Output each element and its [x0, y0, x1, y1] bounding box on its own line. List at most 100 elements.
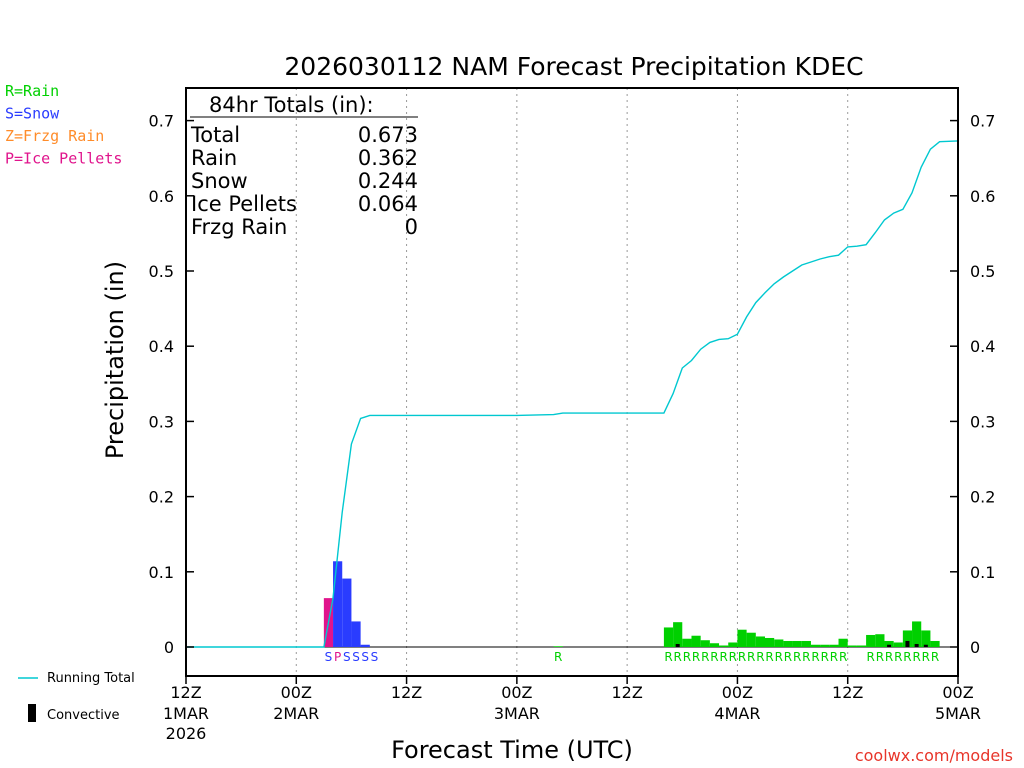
precip-bar-9	[691, 635, 701, 647]
precip-type-legend: R=Rain S=Snow Z=Frzg Rain P=Ice Pellets	[5, 82, 122, 168]
vertical-gridlines	[186, 88, 958, 676]
precip-bar-2	[342, 578, 352, 647]
series-legend: Running Total Convective	[18, 671, 135, 723]
xtick-time-0: 12Z	[170, 683, 201, 702]
type-label-23: R	[811, 650, 819, 664]
xtick-time-4: 12Z	[611, 683, 642, 702]
precip-bar-26	[847, 645, 857, 647]
type-label-4: S	[361, 650, 369, 664]
y-axis-label: Precipitation (in)	[101, 261, 129, 459]
precip-bar-15	[746, 632, 756, 647]
type-label-31: R	[903, 650, 911, 664]
type-legend-entry-1: S=Snow	[5, 105, 60, 123]
ytick-label-left-2: 0.2	[149, 488, 174, 507]
ytick-label-left-5: 0.5	[149, 262, 174, 281]
xtick-date-5: 4MAR	[714, 704, 760, 723]
convective-bars	[675, 640, 928, 647]
totals-rows: Total 0.673 Rain 0.362 Snow 0.244 Ice Pellets 0…	[190, 123, 418, 239]
type-label-29: R	[885, 650, 893, 664]
ytick-label-right-5: 0.5	[970, 262, 995, 281]
type-label-11: R	[701, 650, 709, 664]
precip-bar-6	[663, 627, 674, 647]
type-label-18: R	[765, 650, 773, 664]
totals-box: 84hr Totals (in): Total 0.673 Rain 0.362 Sno…	[190, 93, 418, 239]
precip-bar-30	[884, 640, 894, 647]
precip-bar-23	[820, 644, 830, 647]
plot-frame	[185, 87, 959, 677]
y-axis-left: 0 0.1 0.2 0.3 0.4 0.5 0.6 0.7	[149, 112, 194, 657]
precip-bar-5	[553, 646, 563, 647]
xtick-time-3: 00Z	[501, 683, 532, 702]
type-label-28: R	[876, 650, 884, 664]
x-axis-label: Forecast Time (UTC)	[391, 736, 633, 764]
convective-legend-label: Convective	[47, 708, 120, 723]
precip-bar-31	[893, 642, 903, 647]
convective-legend-swatch	[28, 704, 36, 722]
ytick-label-right-3: 0.3	[970, 412, 995, 431]
type-label-34: R	[931, 650, 939, 664]
xtick-date-3: 3MAR	[494, 704, 540, 723]
totals-value-3: 0.064	[358, 192, 418, 216]
totals-label-0: Total	[190, 123, 240, 147]
precip-bar-16	[755, 636, 765, 647]
precip-bar-22	[810, 644, 821, 647]
precip-bar-11	[709, 643, 720, 647]
convective-bar-33	[914, 643, 919, 647]
totals-label-3: Ice Pellets	[191, 192, 297, 216]
type-legend-entry-0: R=Rain	[5, 82, 59, 100]
type-label-14: R	[729, 650, 737, 664]
type-legend-entry-3: P=Ice Pellets	[5, 150, 122, 168]
precip-bar-7	[673, 622, 683, 647]
totals-label-2: Snow	[191, 169, 248, 193]
running-total-line	[186, 140, 959, 648]
ytick-label-left-6: 0.6	[149, 187, 174, 206]
chart-title: 2026030112 NAM Forecast Precipitation KD…	[284, 52, 863, 81]
precip-bar-29	[875, 634, 885, 647]
xtick-date-0: 1MAR	[163, 704, 209, 723]
precip-bar-20	[792, 640, 802, 647]
convective-bar-30	[887, 644, 892, 647]
type-label-20: R	[784, 650, 792, 664]
type-label-8: R	[674, 650, 682, 664]
ytick-label-right-0: 0	[970, 638, 980, 657]
totals-label-4: Frzg Rain	[191, 215, 287, 239]
type-label-21: R	[793, 650, 801, 664]
precip-bar-25	[838, 638, 848, 647]
type-label-9: R	[683, 650, 691, 664]
xtick-date-7: 5MAR	[935, 704, 981, 723]
precip-bar-32	[902, 630, 913, 647]
ytick-label-right-2: 0.2	[970, 488, 995, 507]
precip-bar-28	[866, 634, 876, 647]
totals-value-1: 0.362	[358, 146, 418, 170]
totals-label-1: Rain	[191, 146, 237, 170]
ytick-label-left-3: 0.3	[149, 412, 174, 431]
precip-bar-8	[682, 638, 692, 647]
ytick-label-left-7: 0.7	[149, 112, 174, 131]
y-axis-right: 0 0.1 0.2 0.3 0.4 0.5 0.6 0.7	[950, 112, 995, 657]
xtick-time-7: 00Z	[942, 683, 973, 702]
totals-value-4: 0	[405, 215, 418, 239]
totals-value-0: 0.673	[358, 123, 418, 147]
precip-bar-10	[700, 640, 710, 647]
ytick-label-left-4: 0.4	[149, 337, 174, 356]
precip-bar-27	[856, 645, 867, 647]
ytick-label-left-1: 0.1	[149, 563, 174, 582]
convective-bar-34	[923, 644, 928, 647]
ytick-label-right-1: 0.1	[970, 563, 995, 582]
type-label-33: R	[922, 650, 930, 664]
type-label-6: R	[554, 650, 562, 664]
type-label-10: R	[692, 650, 700, 664]
type-label-24: R	[821, 650, 829, 664]
precip-bar-4	[360, 644, 370, 647]
type-label-27: R	[867, 650, 875, 664]
type-label-3: S	[352, 650, 360, 664]
running-total-legend-label: Running Total	[47, 671, 135, 686]
xtick-time-1: 00Z	[281, 683, 312, 702]
type-label-5: S	[371, 650, 379, 664]
type-label-32: R	[912, 650, 920, 664]
type-label-25: R	[830, 650, 838, 664]
ytick-label-right-7: 0.7	[970, 112, 995, 131]
type-label-0: S	[325, 650, 333, 664]
type-label-30: R	[894, 650, 902, 664]
